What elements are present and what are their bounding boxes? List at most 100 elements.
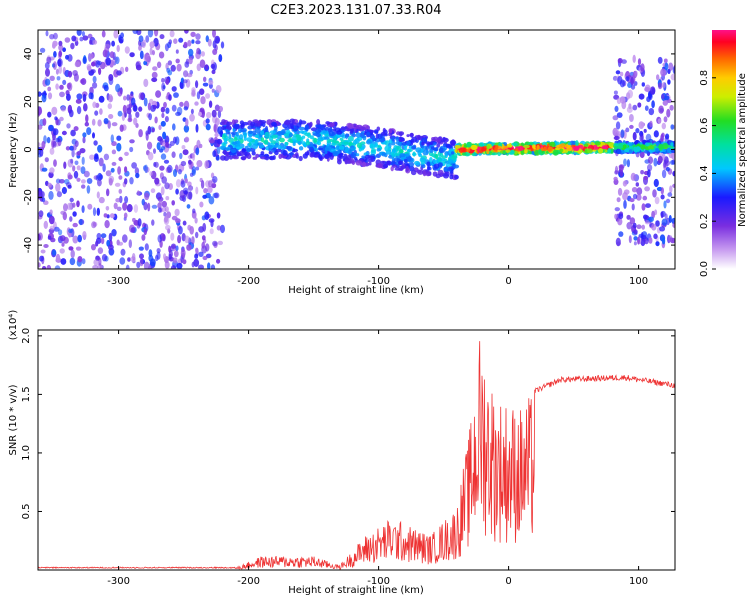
spectrogram-cell bbox=[195, 247, 199, 253]
colorbar: 0.0 0.2 0.4 0.6 0.8 Normalized spectral ampl… bbox=[699, 30, 748, 277]
spectrogram-cell bbox=[196, 91, 201, 100]
spectrogram-cell bbox=[614, 130, 621, 137]
spectrogram-cell bbox=[403, 158, 408, 163]
spectrogram-cell bbox=[98, 196, 105, 204]
spectrogram-cell bbox=[126, 107, 132, 115]
spectrogram-cell bbox=[470, 144, 477, 150]
x-tick-label: -300 bbox=[107, 576, 130, 587]
spectrogram-cell bbox=[116, 142, 122, 152]
spectrogram-cell bbox=[160, 106, 166, 113]
spectrogram-cell bbox=[207, 262, 211, 269]
spectrogram-cell bbox=[384, 145, 391, 152]
spectrogram-cell bbox=[658, 105, 664, 114]
spectrogram-cell bbox=[154, 161, 159, 168]
spectrogram-cell bbox=[654, 209, 658, 216]
spectrogram-cell bbox=[669, 104, 674, 111]
spectrogram-cell bbox=[663, 200, 667, 209]
spectrogram-cell bbox=[59, 91, 65, 98]
spectrogram-cell bbox=[105, 206, 110, 211]
snr-x-axis-label: Height of straight line (km) bbox=[288, 585, 424, 596]
spectrogram-cell bbox=[601, 145, 608, 150]
spectrogram-cell bbox=[183, 125, 190, 133]
spectrogram-cell bbox=[272, 155, 276, 160]
spectrogram-cell bbox=[653, 178, 659, 188]
spectrogram-y-axis-label: Frequency (Hz) bbox=[8, 112, 19, 188]
spectrogram-cell bbox=[131, 97, 136, 106]
spectrogram-cell bbox=[392, 164, 398, 168]
spectrogram-cell bbox=[55, 253, 61, 263]
spectrogram-cell bbox=[203, 76, 207, 83]
spectrogram-cell bbox=[187, 40, 192, 47]
spectrogram-cell bbox=[623, 199, 627, 209]
spectrogram-cell bbox=[103, 213, 108, 218]
spectrogram-cell bbox=[631, 203, 635, 211]
spectrogram-cell bbox=[416, 169, 422, 174]
spectrogram-cell bbox=[366, 139, 372, 145]
spectrogram-cell bbox=[406, 140, 411, 146]
spectrogram-cell bbox=[39, 255, 44, 262]
spectrogram-cell bbox=[232, 156, 239, 160]
spectrogram-cell bbox=[175, 111, 181, 117]
spectrogram-cell bbox=[165, 224, 171, 231]
spectrogram-cell bbox=[663, 58, 668, 63]
spectrogram-cell bbox=[168, 250, 173, 258]
spectrogram-cell bbox=[167, 164, 173, 173]
spectrogram-cell bbox=[62, 211, 67, 221]
spectrogram-cell bbox=[325, 121, 331, 125]
spectrogram-cell bbox=[188, 48, 194, 57]
spectrogram-cell bbox=[177, 235, 182, 244]
spectrogram-cell bbox=[117, 241, 124, 246]
spectrogram-cell bbox=[185, 118, 189, 127]
spectrogram-cell bbox=[69, 197, 74, 203]
spectrogram-cell bbox=[657, 56, 663, 64]
spectrogram-cell bbox=[181, 145, 186, 150]
spectrogram-cell bbox=[191, 236, 195, 245]
spectrogram-cell bbox=[123, 212, 128, 219]
spectrogram-cell bbox=[653, 130, 659, 138]
spectrogram-cell bbox=[268, 151, 273, 155]
spectrogram-cell bbox=[138, 92, 144, 100]
spectrogram-cell bbox=[399, 153, 406, 158]
spectrogram-cell bbox=[213, 123, 217, 132]
spectrogram-cell bbox=[155, 90, 162, 98]
spectrogram-cell bbox=[52, 128, 59, 136]
spectrogram-cell bbox=[101, 30, 106, 38]
spectrogram-cell bbox=[119, 124, 124, 132]
spectrogram-cell bbox=[81, 156, 85, 165]
spectrogram-cell bbox=[344, 133, 349, 139]
spectrogram-cell bbox=[116, 70, 122, 76]
spectrogram-cell bbox=[53, 51, 57, 58]
spectrogram-cell bbox=[96, 207, 101, 216]
spectrogram-cell bbox=[647, 145, 655, 150]
spectrogram-cell bbox=[654, 196, 660, 205]
spectrogram-cell bbox=[38, 233, 41, 241]
spectrogram-cell bbox=[183, 106, 189, 111]
spectrogram-cell bbox=[131, 162, 138, 169]
spectrogram-cell bbox=[292, 141, 296, 146]
spectrogram-cell bbox=[176, 63, 182, 72]
spectrogram-cell bbox=[173, 136, 177, 144]
spectrogram-cell bbox=[159, 165, 165, 171]
spectrogram-cell bbox=[147, 102, 151, 111]
spectrogram-cell bbox=[91, 244, 96, 251]
spectrogram-cell bbox=[89, 154, 95, 160]
spectrogram-cell bbox=[102, 49, 108, 58]
spectrogram-cell bbox=[651, 223, 657, 231]
spectrogram-cell bbox=[164, 215, 168, 223]
spectrogram-cell bbox=[163, 211, 167, 217]
spectrogram-cell bbox=[263, 140, 269, 145]
spectrogram-cell bbox=[223, 137, 228, 143]
spectrogram-cell bbox=[190, 108, 194, 115]
spectrogram-cell bbox=[271, 121, 277, 127]
spectrogram-cell bbox=[315, 151, 319, 156]
spectrogram-cell bbox=[211, 88, 215, 93]
spectrogram-cell bbox=[127, 117, 133, 123]
spectrogram-cell bbox=[69, 109, 74, 118]
spectrogram-cell bbox=[627, 89, 633, 99]
spectrogram-cell bbox=[58, 44, 64, 51]
spectrogram-cell bbox=[58, 179, 65, 184]
spectrogram-cell bbox=[76, 93, 83, 100]
spectrogram-cell bbox=[217, 110, 222, 119]
spectrogram-cell bbox=[260, 130, 265, 136]
spectrogram-cell bbox=[575, 146, 580, 151]
